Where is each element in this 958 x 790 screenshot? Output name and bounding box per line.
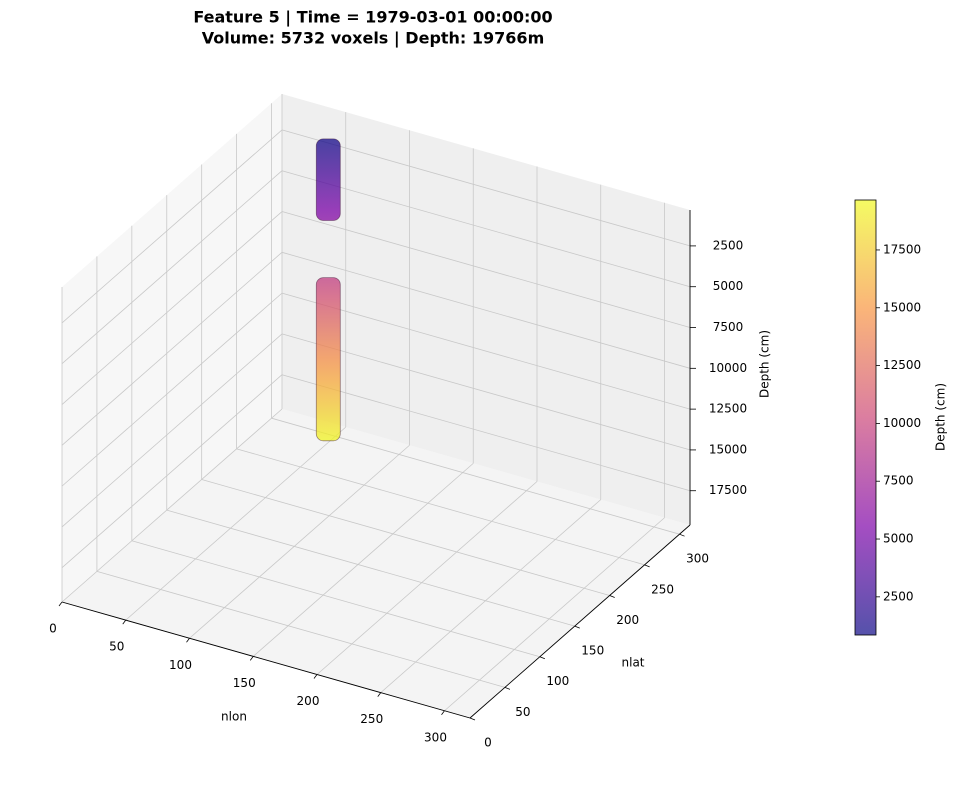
left-pane	[62, 94, 282, 602]
colorbar-tick-label: 7500	[883, 474, 914, 488]
grid-line	[380, 499, 602, 693]
grid-line	[189, 444, 410, 639]
tick-mark	[249, 656, 254, 661]
colorbar-tick-label: 17500	[883, 242, 921, 256]
grid-line	[131, 540, 540, 658]
tick-mark	[122, 619, 127, 625]
grid-line	[281, 292, 691, 410]
tick-mark	[609, 595, 615, 598]
grid-line	[61, 129, 283, 324]
axis-line	[469, 524, 691, 719]
grid-line	[252, 463, 474, 657]
grid-line	[281, 251, 691, 369]
grid-line	[236, 448, 645, 566]
y-tick-label: 50	[515, 705, 530, 719]
tick-mark	[469, 717, 476, 721]
grid-line	[281, 333, 691, 451]
x-tick-label: 200	[297, 694, 320, 708]
x-axis-label: nlon	[221, 710, 247, 724]
grid-line	[281, 374, 691, 492]
chart-title: Feature 5 | Time = 1979-03-01 00:00:00	[193, 8, 552, 28]
grid-line	[61, 374, 283, 569]
x-tick-label: 50	[109, 640, 124, 654]
colorbar-tick-label: 2500	[883, 589, 914, 603]
tick-mark	[679, 533, 685, 537]
grid-line	[201, 479, 610, 596]
grid-line	[61, 408, 283, 603]
y-axis-label: nlat	[622, 656, 645, 670]
y-tick-label: 300	[686, 552, 709, 566]
grid-line	[61, 292, 283, 487]
colorbar-label: Depth (cm)	[934, 383, 948, 451]
z-tick-label: 15000	[709, 442, 747, 456]
y-tick-label: 250	[651, 582, 674, 596]
tick-mark	[539, 656, 545, 660]
x-tick-label: 0	[49, 622, 57, 636]
z-tick-label: 7500	[713, 320, 744, 334]
tick-mark	[441, 710, 445, 715]
z-tick-label: 2500	[713, 238, 744, 252]
grid-line	[281, 129, 691, 247]
y-tick-label: 150	[581, 644, 604, 658]
tick-mark	[574, 625, 580, 629]
colorbar-tick-label: 5000	[883, 532, 914, 546]
y-tick-label: 0	[484, 736, 492, 750]
colorbar-tick-label: 12500	[883, 358, 921, 372]
feature-body	[315, 277, 341, 442]
grid-line	[96, 570, 506, 688]
z-tick-label: 12500	[709, 402, 747, 416]
x-tick-label: 150	[233, 676, 256, 690]
colorbar	[854, 199, 877, 636]
tick-mark	[644, 564, 650, 568]
tick-mark	[58, 601, 63, 607]
colorbar-tick-label: 15000	[883, 300, 921, 314]
y-tick-label: 200	[616, 613, 639, 627]
grid-line	[61, 333, 283, 528]
grid-line	[125, 426, 347, 621]
grid-line	[61, 252, 283, 446]
grid-line	[444, 517, 665, 712]
feature-body	[315, 138, 341, 221]
back-pane	[282, 94, 690, 525]
colorbar-tick-label: 10000	[883, 416, 921, 430]
z-tick-label: 17500	[709, 483, 747, 497]
grid-line	[61, 170, 283, 365]
tick-mark	[186, 638, 190, 643]
chart-subtitle: Volume: 5732 voxels | Depth: 19766m	[202, 29, 544, 49]
tick-mark	[313, 674, 318, 679]
grid-line	[316, 481, 538, 675]
y-tick-label: 100	[546, 674, 569, 688]
grid-line	[61, 211, 283, 405]
floor-pane	[62, 409, 690, 718]
tick-mark	[504, 686, 511, 690]
grid-line	[166, 509, 575, 627]
x-tick-label: 100	[169, 658, 192, 672]
z-tick-label: 10000	[709, 361, 747, 375]
z-tick-label: 5000	[713, 279, 744, 293]
grid-line	[281, 211, 691, 328]
x-tick-label: 250	[360, 712, 383, 726]
grid-line	[281, 170, 691, 288]
axis-line	[61, 601, 471, 719]
x-tick-label: 300	[424, 730, 447, 744]
z-axis-label: Depth (cm)	[758, 330, 772, 398]
tick-mark	[377, 692, 382, 697]
